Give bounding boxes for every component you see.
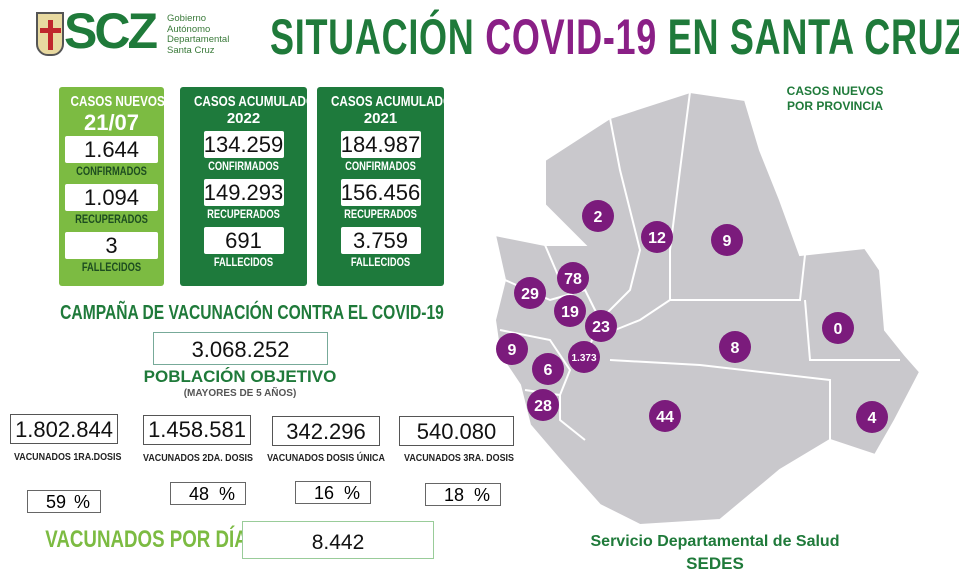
province-marker	[554, 295, 586, 327]
province-marker	[585, 310, 617, 342]
dose1-label: VACUNADOS 1RA.DOSIS	[14, 451, 122, 463]
province-case-count: 23	[592, 319, 610, 336]
province-marker	[711, 224, 743, 256]
province-case-count: 44	[656, 409, 674, 426]
target-population-value: 3.068.252	[153, 332, 328, 365]
new-deaths-value: 3	[65, 232, 158, 259]
province-marker	[641, 221, 673, 253]
logo-subtext: Gobierno Autónomo Departamental Santa Cruz	[167, 13, 230, 56]
2021-confirmed-value: 184.987	[340, 131, 421, 158]
province-case-count: 28	[534, 398, 552, 415]
dose3-value: 540.080	[399, 416, 514, 446]
province-marker	[649, 400, 681, 432]
2022-deaths-value: 691	[203, 227, 284, 254]
single-dose-value: 342.296	[272, 416, 380, 446]
logo: SCZ Gobierno Autónomo Departamental Santa C…	[34, 3, 234, 59]
single-dose-percent: 16%	[295, 481, 371, 504]
province-marker	[719, 331, 751, 363]
dose1-percent: 59%	[27, 490, 101, 513]
province-marker	[514, 277, 546, 309]
new-confirmed-value: 1.644	[65, 136, 158, 163]
map-legend-title: CASOS NUEVOS POR PROVINCIA	[786, 84, 884, 113]
new-recovered-value: 1.094	[65, 184, 158, 211]
province-case-count: 6	[544, 362, 553, 379]
province-case-count: 1.373	[571, 353, 596, 364]
dose1-value: 1.802.844	[10, 414, 118, 444]
single-dose-label: VACUNADOS DOSIS ÚNICA	[267, 452, 385, 464]
dose2-percent: 48%	[170, 482, 246, 505]
map-outline	[493, 90, 922, 527]
province-case-count: 19	[561, 304, 579, 321]
2021-recovered-value: 156.456	[340, 179, 421, 206]
province-case-count: 9	[508, 342, 517, 359]
panel-cumulative-2022: CASOS ACUMULADOS 2022 134.259 CONFIRMADO…	[180, 87, 323, 286]
2022-recovered-value: 149.293	[203, 179, 284, 206]
province-marker	[822, 312, 854, 344]
province-marker	[557, 262, 589, 294]
province-case-count: 0	[834, 321, 843, 338]
province-case-count: 4	[868, 410, 877, 427]
vaccination-title: CAMPAÑA DE VACUNACIÓN CONTRA EL COVID-19	[60, 302, 444, 324]
dose2-label: VACUNADOS 2DA. DOSIS	[143, 452, 253, 464]
footer-service-name: Servicio Departamental de Salud	[590, 533, 840, 550]
province-marker	[582, 200, 614, 232]
coat-of-arms-icon	[36, 12, 64, 56]
vaccinated-per-day-value: 8.442	[242, 521, 434, 559]
province-marker	[856, 401, 888, 433]
province-marker	[532, 353, 564, 385]
province-case-count: 12	[648, 230, 666, 247]
vaccinated-per-day-label: VACUNADOS POR DÍA	[45, 526, 248, 553]
panel-cumulative-2021: CASOS ACUMULADOS 2021 184.987 CONFIRMADO…	[317, 87, 460, 286]
province-case-count: 29	[521, 286, 539, 303]
panel-new-cases: CASOS NUEVOS 21/07 1.644 CONFIRMADOS 1.0…	[59, 87, 165, 286]
province-case-count: 9	[723, 233, 732, 250]
province-case-count: 8	[731, 340, 740, 357]
province-case-count: 2	[594, 209, 603, 226]
dose2-value: 1.458.581	[143, 415, 251, 445]
province-marker	[527, 389, 559, 421]
logo-text: SCZ	[64, 3, 158, 59]
province-case-count: 78	[564, 271, 582, 288]
footer-sedes: SEDES	[686, 554, 744, 573]
target-population-sub: (MAYORES DE 5 AÑOS)	[183, 388, 297, 399]
page-title: SITUACIÓN COVID-19 EN SANTA CRUZ	[270, 9, 959, 65]
2021-deaths-value: 3.759	[340, 227, 421, 254]
dose3-percent: 18%	[425, 483, 501, 506]
2022-confirmed-value: 134.259	[203, 131, 284, 158]
dose3-label: VACUNADOS 3RA. DOSIS	[404, 452, 514, 464]
target-population-label: POBLACIÓN OBJETIVO	[143, 367, 337, 386]
province-marker	[496, 333, 528, 365]
province-marker	[568, 341, 600, 373]
